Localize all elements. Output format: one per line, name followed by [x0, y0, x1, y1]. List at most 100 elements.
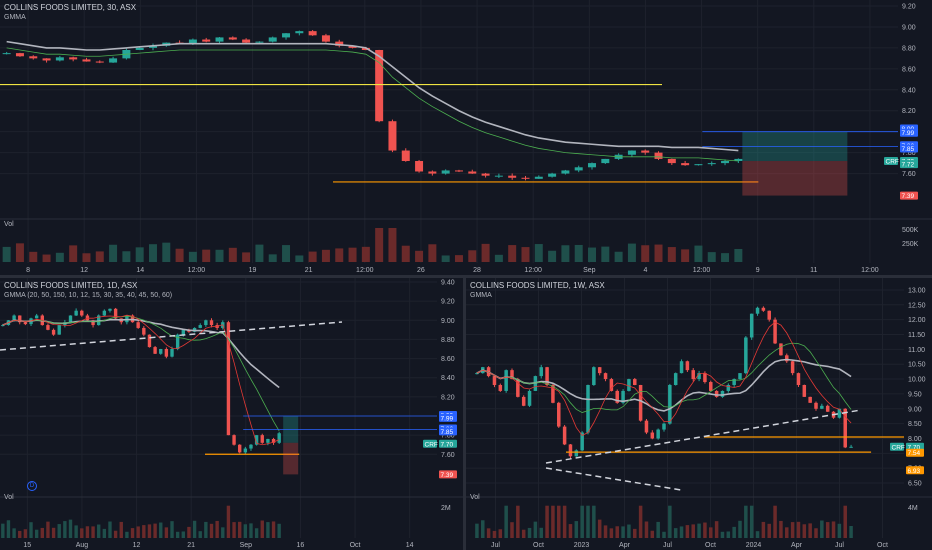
volume-bar — [428, 244, 437, 262]
price-tag-label: 7.70 — [441, 441, 454, 448]
volume-bar — [95, 251, 104, 262]
volume-bar — [122, 251, 131, 262]
volume-axis-label: 4M — [908, 505, 918, 512]
candle-body — [601, 158, 610, 164]
chart-canvas-weekly[interactable]: 13.00 12.50 12.00 11.50 11.00 10.50 10.00 9.50 9… — [466, 278, 932, 550]
chart-pane-daily[interactable]: 9.409.209.008.808.608.408.208.007.807.60… — [0, 278, 463, 550]
candle-body — [580, 432, 584, 451]
volume-bar — [74, 525, 78, 538]
dividend-marker-icon[interactable]: D — [27, 481, 37, 491]
gmma-line — [476, 342, 852, 413]
candle-body — [703, 373, 707, 383]
volume-bar — [119, 521, 123, 538]
volume-bar — [46, 521, 50, 538]
candle-body — [232, 435, 236, 445]
volume-bar — [641, 245, 650, 262]
volume-bar — [34, 529, 39, 538]
volume-bar — [175, 531, 180, 538]
candle-body — [668, 385, 672, 424]
candle-body — [843, 408, 847, 448]
candle-body — [808, 396, 812, 403]
x-axis-tick-label: Sep — [583, 267, 596, 274]
price-tag-label: 7.70 — [908, 444, 921, 451]
volume-bar — [97, 524, 101, 538]
volume-bar — [136, 526, 140, 538]
volume-bar — [29, 251, 38, 262]
candle-body — [295, 31, 304, 34]
candle-body — [697, 373, 701, 380]
candle-body — [170, 349, 174, 357]
pane-divider-vertical[interactable] — [463, 278, 466, 550]
candle-body — [102, 310, 107, 316]
candle-body — [709, 382, 713, 391]
volume-bar — [170, 521, 174, 538]
volume-bar — [486, 528, 491, 538]
candle-body — [388, 121, 397, 151]
indicator-label[interactable]: GMMA — [4, 14, 26, 21]
candle-body — [562, 426, 567, 445]
candle-body — [415, 161, 424, 172]
volume-bar — [603, 525, 608, 538]
indicator-label[interactable]: GMMA (20, 50, 150, 10, 12, 15, 30, 35, 4… — [4, 292, 173, 299]
volume-bar — [108, 521, 112, 538]
candle-body — [82, 59, 91, 62]
candle-body — [361, 47, 370, 50]
volume-bar — [401, 245, 410, 262]
volume-bar — [831, 521, 836, 538]
candle-body — [673, 373, 678, 385]
pane-divider[interactable] — [0, 275, 932, 278]
candle-body — [534, 176, 543, 179]
candle-body — [228, 37, 237, 40]
volume-bar — [249, 523, 253, 538]
chart-pane-30min[interactable]: 9.209.008.808.608.408.208.007.807.608121… — [0, 0, 932, 275]
candle-body — [755, 307, 760, 314]
candle-body — [109, 58, 118, 63]
candle-body — [215, 37, 224, 42]
candle-body — [153, 347, 157, 354]
candle-body — [498, 385, 503, 391]
volume-bar — [521, 529, 526, 538]
candle-body — [271, 438, 276, 443]
candle-body — [1, 325, 5, 327]
candle-body — [164, 349, 169, 357]
volume-bar — [697, 523, 701, 538]
y-axis-tick-label: 7.60 — [902, 171, 916, 178]
volume-bar — [295, 255, 304, 262]
chart-canvas-30min[interactable]: 9.209.008.808.608.408.208.007.807.608121… — [0, 0, 932, 275]
candle-body — [814, 402, 818, 409]
candle-body — [574, 167, 583, 171]
candle-body — [597, 367, 602, 374]
indicator-label[interactable]: GMMA — [470, 292, 492, 299]
candle-body — [95, 61, 104, 63]
volume-bar — [57, 524, 61, 538]
volume-bar — [238, 521, 242, 538]
volume-bar — [548, 250, 557, 262]
candle-body — [837, 408, 842, 418]
volume-bar — [557, 505, 561, 538]
volume-bar — [162, 242, 171, 262]
candle-body — [633, 379, 637, 385]
volume-bar — [820, 520, 824, 538]
chart-pane-weekly[interactable]: 13.00 12.50 12.00 11.50 11.00 10.50 10.00 9.50 9… — [466, 278, 932, 550]
volume-bar — [720, 531, 725, 538]
price-tag — [906, 448, 924, 457]
volume-bar — [198, 531, 202, 538]
candle-body — [375, 49, 384, 122]
candle-body — [268, 37, 277, 42]
candle-body — [621, 390, 625, 403]
volume-bar — [749, 505, 754, 538]
price-tag — [890, 442, 904, 451]
candle-body — [726, 385, 731, 391]
candle-body — [627, 150, 636, 155]
candle-body — [527, 390, 532, 406]
volume-bar — [654, 244, 663, 262]
y-axis-tick-label: 7.60 — [441, 452, 455, 459]
candle-body — [46, 325, 50, 330]
volume-bar — [545, 505, 549, 538]
y-axis-tick-label: 8.60 — [902, 66, 916, 73]
candle-body — [226, 322, 231, 436]
x-axis-tick-label: 8 — [26, 267, 30, 274]
volume-bar — [614, 251, 623, 262]
chart-canvas-daily[interactable]: 9.409.209.008.808.608.408.208.007.807.60… — [0, 278, 463, 550]
candle-body — [209, 320, 214, 326]
